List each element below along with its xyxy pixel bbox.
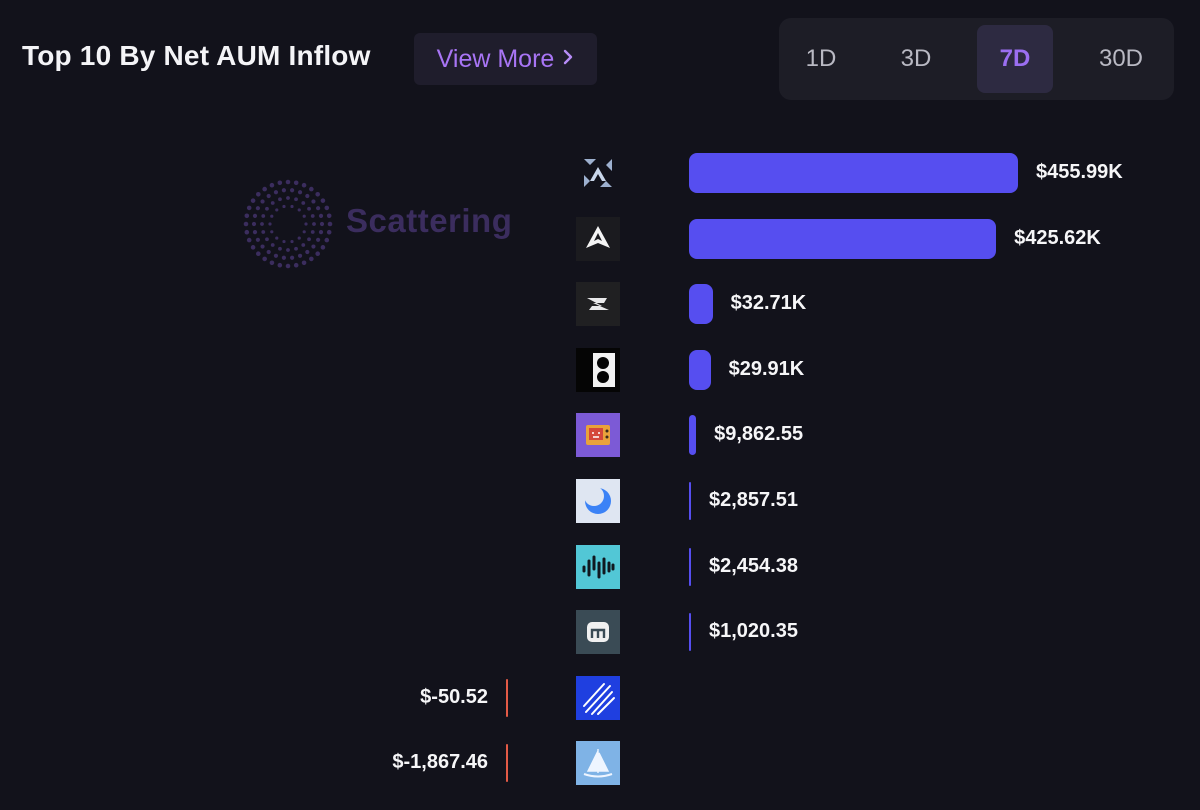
bar-row: $2,857.51 bbox=[0, 479, 1200, 523]
bar-value-label: $455.99K bbox=[1036, 161, 1123, 183]
bar-row: $455.99K bbox=[0, 151, 1200, 195]
bar-value-label: $2,857.51 bbox=[709, 489, 798, 511]
bar-row: $32.71K bbox=[0, 282, 1200, 327]
view-more-button[interactable]: View More bbox=[414, 33, 597, 85]
range-1d-button[interactable]: 1D bbox=[805, 45, 837, 72]
bar-row: $2,454.38 bbox=[0, 544, 1200, 589]
speed-lines-icon[interactable] bbox=[576, 675, 620, 720]
watermark-text: Scattering bbox=[346, 202, 513, 239]
bar-row: $425.62K bbox=[0, 216, 1200, 261]
time-range-selector: 1D 3D 7D 30D bbox=[779, 18, 1174, 100]
blue-moon-icon[interactable] bbox=[576, 479, 620, 523]
sailboat-icon[interactable] bbox=[576, 741, 620, 786]
gate-icon[interactable] bbox=[576, 610, 620, 655]
range-30d-button[interactable]: 30D bbox=[1098, 45, 1144, 72]
wave-s-icon[interactable] bbox=[576, 544, 620, 589]
bar bbox=[689, 415, 697, 456]
bar-row: $9,862.55 bbox=[0, 413, 1200, 458]
bar-value-label: $32.71K bbox=[730, 292, 807, 315]
bar-value-label: $-1,867.46 bbox=[392, 751, 488, 774]
bar-row: $1,020.35 bbox=[0, 610, 1200, 655]
retro-tv-icon[interactable] bbox=[576, 413, 620, 458]
bar bbox=[689, 613, 691, 652]
arrow-cross-icon[interactable] bbox=[576, 151, 620, 195]
bar-value-label: $425.62K bbox=[1014, 226, 1101, 249]
range-3d-button[interactable]: 3D bbox=[900, 45, 932, 72]
slash-s-icon[interactable] bbox=[576, 282, 620, 327]
bar-row: $29.91K bbox=[0, 347, 1200, 392]
bar bbox=[689, 153, 1018, 193]
view-more-label: View More bbox=[436, 44, 555, 73]
triangle-star-icon[interactable] bbox=[576, 216, 620, 261]
bar-value-label: $2,454.38 bbox=[709, 554, 798, 577]
bar-value-label: $9,862.55 bbox=[714, 423, 804, 446]
range-7d-button[interactable]: 7D bbox=[977, 25, 1053, 93]
bar bbox=[506, 744, 508, 783]
bar-row: $-50.52 bbox=[0, 675, 1200, 720]
bar-row: $-1,867.46 bbox=[0, 741, 1200, 786]
bar bbox=[689, 547, 691, 586]
bar-value-label: $1,020.35 bbox=[709, 620, 798, 643]
bar bbox=[689, 218, 997, 259]
bar-value-label: $-50.52 bbox=[420, 685, 488, 708]
bar-value-label: $29.91K bbox=[728, 357, 805, 380]
bar bbox=[689, 284, 713, 325]
bar bbox=[506, 678, 508, 717]
bar bbox=[689, 482, 691, 520]
scattering-logo-icon bbox=[243, 179, 333, 269]
bar bbox=[689, 349, 711, 390]
dots-block-icon[interactable] bbox=[576, 347, 620, 392]
watermark: Scattering bbox=[242, 178, 532, 270]
chevron-right-icon bbox=[562, 46, 574, 72]
chart-title: Top 10 By Net AUM Inflow bbox=[22, 40, 371, 71]
